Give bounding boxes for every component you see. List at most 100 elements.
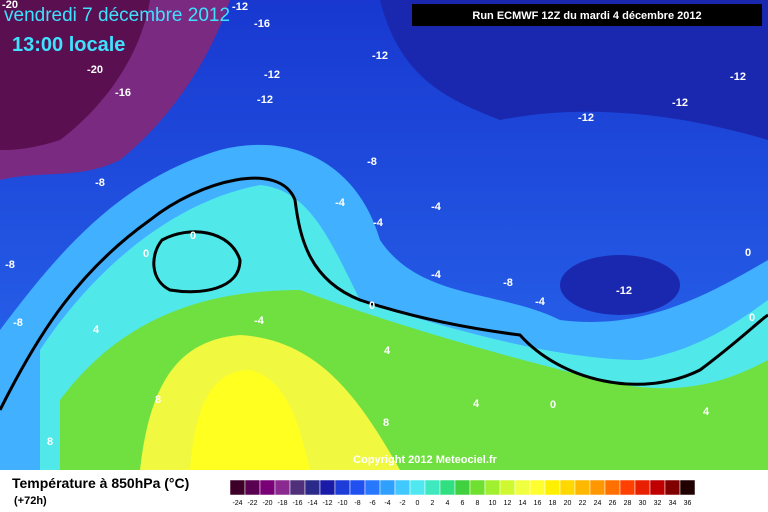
scale-swatch: [229, 479, 246, 496]
contour-label: 0: [190, 230, 196, 242]
contour-label: 0: [550, 399, 556, 411]
scale-label: 0: [416, 500, 420, 507]
scale-label: -14: [307, 500, 317, 507]
subtitle: 13:00 locale: [12, 34, 125, 56]
scale-swatch: [334, 479, 351, 496]
contour-label: 8: [383, 417, 389, 429]
scale-label: 30: [639, 500, 647, 507]
scale-swatch: [364, 479, 381, 496]
contour-label: 4: [473, 398, 480, 410]
contour-label: -16: [115, 87, 131, 99]
zero-isotherm: [152, 230, 242, 294]
cold-area: [560, 255, 680, 315]
contour-label: -12: [257, 94, 273, 106]
scale-swatch: [679, 479, 696, 496]
contour-label: -4: [373, 217, 384, 229]
scale-label: 2: [431, 500, 435, 507]
scale-label: -6: [369, 500, 375, 507]
scale-swatch: [394, 479, 411, 496]
scale-swatch: [619, 479, 636, 496]
copyright: Copyright 2012 Meteociel.fr: [353, 454, 497, 466]
scale-swatch: [544, 479, 561, 496]
scale-label: -22: [247, 500, 257, 507]
scale-swatch: [454, 479, 471, 496]
scale-label: -10: [337, 500, 347, 507]
scale-swatch: [379, 479, 396, 496]
scale-swatch: [349, 479, 366, 496]
contour-label: -8: [503, 277, 513, 289]
legend-title: Température à 850hPa (°C): [12, 475, 189, 491]
mild-area: [150, 232, 240, 292]
contour-label: -12: [232, 1, 248, 13]
scale-label: 8: [476, 500, 480, 507]
title: vendredi 7 décembre 2012: [4, 5, 230, 26]
contour-label: -4: [431, 201, 442, 213]
scale-swatch: [634, 479, 651, 496]
contour-label: 8: [155, 394, 161, 406]
cold-core: [0, 0, 150, 150]
contour-label: -4: [431, 269, 442, 281]
scale-swatch: [424, 479, 441, 496]
warm-core: [190, 370, 310, 470]
scale-label: -16: [292, 500, 302, 507]
scale-swatch: [574, 479, 591, 496]
scale-label: 10: [489, 500, 497, 507]
scale-swatch: [514, 479, 531, 496]
scale-label: 16: [534, 500, 542, 507]
contour-label: -12: [578, 112, 594, 124]
contour-label: -20: [87, 64, 103, 76]
scale-swatch: [289, 479, 306, 496]
contour-label: -4: [254, 315, 265, 327]
scale-label: 32: [654, 500, 662, 507]
scale-label: 4: [446, 500, 450, 507]
scale-swatch: [484, 479, 501, 496]
scale-label: 24: [594, 500, 602, 507]
contour-label: 0: [745, 247, 751, 259]
contour-label: -8: [13, 317, 23, 329]
scale-label: 12: [504, 500, 512, 507]
scale-swatch: [439, 479, 456, 496]
scale-label: -20: [262, 500, 272, 507]
cold-area: [380, 0, 768, 140]
scale-label: 6: [461, 500, 465, 507]
scale-label: -24: [232, 500, 242, 507]
contour-label: -20: [2, 0, 18, 11]
scale-label: -12: [322, 500, 332, 507]
scale-swatch: [499, 479, 516, 496]
contour-label: 4: [703, 406, 710, 418]
zero-isotherm: [0, 176, 768, 411]
contour-label: -8: [95, 177, 105, 189]
contour-label: 4: [93, 324, 100, 336]
contour-label: 0: [369, 300, 375, 312]
scale-swatch: [529, 479, 546, 496]
contour-label: -12: [372, 50, 388, 62]
run-box: [412, 4, 762, 26]
map: -20 -12 -16 -12 -12 -20 -16 -12 -12 -12 -12 -8 -8 -4 -…: [0, 0, 768, 470]
contour-label: -12: [264, 69, 280, 81]
scale-swatch: [559, 479, 576, 496]
contour-label: -12: [672, 97, 688, 109]
contour-label: -8: [5, 259, 15, 271]
scale-swatch: [469, 479, 486, 496]
scale-swatch: [589, 479, 606, 496]
contour-label: -4: [335, 197, 346, 209]
scale-label: 18: [549, 500, 557, 507]
color-scale: -24 -22 -20 -18 -16 -14 -12 -10 -8 -6 -4 -2 0 2 4 6 8 10 1…: [229, 479, 696, 507]
scale-label: 22: [579, 500, 587, 507]
contour-label: 0: [749, 312, 755, 324]
scale-label: 36: [684, 500, 692, 507]
scale-swatch: [664, 479, 681, 496]
scale-swatch: [274, 479, 291, 496]
scale-swatch: [259, 479, 276, 496]
scale-label: -2: [399, 500, 405, 507]
scale-label: -4: [384, 500, 390, 507]
contour-label: 0: [143, 248, 149, 260]
scale-label: -18: [277, 500, 287, 507]
contour-label: 8: [47, 436, 53, 448]
contour-label: -8: [367, 156, 377, 168]
run-info: Run ECMWF 12Z du mardi 4 décembre 2012: [472, 10, 701, 22]
scale-swatch: [304, 479, 321, 496]
scale-label: 34: [669, 500, 677, 507]
scale-label: 20: [564, 500, 572, 507]
